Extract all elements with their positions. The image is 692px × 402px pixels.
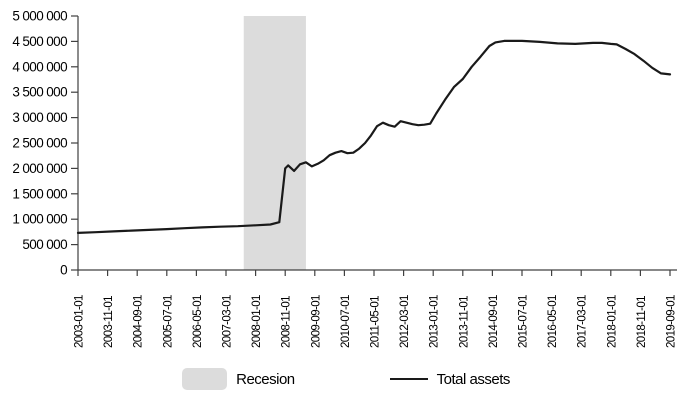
svg-text:2009-09-01: 2009-09-01 (310, 295, 322, 348)
legend-item-total-assets: Total assets (389, 370, 511, 388)
svg-text:2008-01-01: 2008-01-01 (251, 295, 263, 348)
svg-text:2014-09-01: 2014-09-01 (488, 295, 500, 348)
svg-text:1 500 000: 1 500 000 (12, 186, 67, 201)
svg-text:2010-07-01: 2010-07-01 (340, 295, 352, 348)
total-assets-line (76, 39, 672, 234)
legend-item-recession: Recesion (182, 368, 295, 390)
svg-text:2 000 000: 2 000 000 (12, 161, 67, 176)
svg-text:3 000 000: 3 000 000 (12, 110, 67, 125)
svg-text:4 000 000: 4 000 000 (12, 59, 67, 74)
svg-text:2003-11-01: 2003-11-01 (103, 296, 115, 348)
y-axis-labels: 0 500 000 1 000 000 1 500 000 2 000 000 2 500… (12, 9, 78, 278)
svg-text:2015-07-01: 2015-07-01 (518, 295, 530, 348)
svg-text:2017-03-01: 2017-03-01 (577, 295, 589, 348)
svg-text:2018-01-01: 2018-01-01 (606, 295, 618, 348)
svg-text:0: 0 (60, 263, 67, 278)
svg-text:1 000 000: 1 000 000 (12, 212, 67, 227)
chart-legend: Recesion Total assets (0, 368, 692, 390)
svg-text:2 500 000: 2 500 000 (12, 136, 67, 151)
svg-text:4 500 000: 4 500 000 (12, 34, 67, 49)
svg-text:2019-09-01: 2019-09-01 (666, 295, 678, 348)
svg-text:2008-11-01: 2008-11-01 (281, 296, 293, 348)
svg-text:2016-05-01: 2016-05-01 (547, 295, 559, 348)
recession-band (243, 16, 306, 270)
svg-text:2004-09-01: 2004-09-01 (133, 295, 145, 348)
svg-text:2006-05-01: 2006-05-01 (192, 295, 204, 348)
recession-swatch (182, 368, 228, 390)
svg-text:2013-01-01: 2013-01-01 (429, 295, 441, 348)
svg-text:5 000 000: 5 000 000 (12, 9, 67, 24)
svg-text:2003-01-01: 2003-01-01 (74, 295, 86, 348)
legend-label-recession: Recesion (236, 370, 295, 388)
svg-text:3 500 000: 3 500 000 (12, 85, 67, 100)
total-assets-line-swatch (389, 378, 428, 380)
svg-text:2005-07-01: 2005-07-01 (162, 295, 174, 348)
svg-text:2011-05-01: 2011-05-01 (370, 296, 382, 348)
svg-text:2012-03-01: 2012-03-01 (399, 295, 411, 348)
svg-text:2007-03-01: 2007-03-01 (222, 295, 234, 348)
svg-text:500 000: 500 000 (22, 237, 67, 252)
x-axis-labels: 2003-01-01 2003-11-01 2004-09-01 2005-07-01… (74, 270, 678, 348)
legend-label-total-assets: Total assets (436, 370, 511, 388)
axes (77, 16, 677, 271)
svg-text:2013-11-01: 2013-11-01 (458, 296, 470, 348)
svg-text:2018-11-01: 2018-11-01 (636, 296, 648, 348)
